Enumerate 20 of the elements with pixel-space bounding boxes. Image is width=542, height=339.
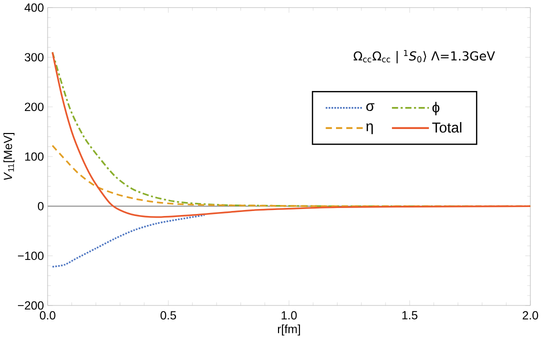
y-tick-label: 300 bbox=[24, 53, 44, 62]
y-tick-label: −100 bbox=[18, 252, 44, 260]
legend-label: Total bbox=[432, 122, 462, 133]
y-tick-label: −200 bbox=[18, 301, 44, 310]
x-tick-label: 1.5 bbox=[402, 311, 418, 320]
x-axis-title: r[fm] bbox=[278, 324, 300, 336]
y-axis-title: V$_{11}$[MeV] bbox=[3, 133, 14, 180]
x-tick-label: 0.0 bbox=[40, 311, 56, 320]
y-tick-label: 0 bbox=[38, 202, 44, 210]
legend-label: ϕ bbox=[432, 102, 440, 116]
x-tick-label: 2.0 bbox=[522, 311, 538, 320]
y-tick-label: 400 bbox=[24, 3, 44, 12]
legend-label: η bbox=[366, 123, 373, 134]
x-tick-label: 0.5 bbox=[160, 311, 176, 320]
y-tick-label: 100 bbox=[25, 152, 44, 161]
x-tick-label: 1.0 bbox=[282, 311, 297, 320]
y-tick-label: 200 bbox=[24, 102, 44, 112]
legend-label: σ bbox=[366, 103, 374, 112]
text: Ω$_{cc}$Ω$_{cc}$ | $^{1}$S$_{0}$⟩ Λ=1.3GeV bbox=[354, 50, 495, 64]
line-series bbox=[52, 214, 206, 268]
